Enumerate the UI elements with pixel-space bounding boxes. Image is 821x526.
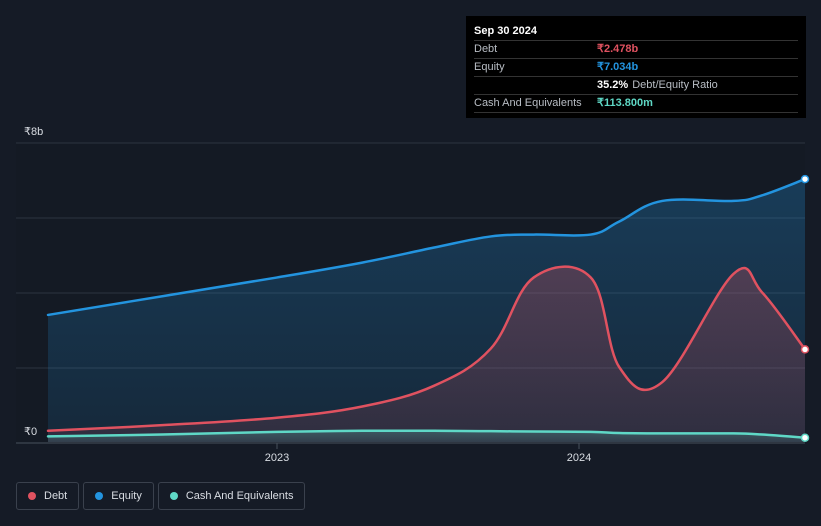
tooltip-debt-value: ₹2.478b	[597, 43, 639, 55]
equity-dot-icon	[95, 492, 104, 500]
tooltip-debt-row: Debt ₹2.478b	[474, 40, 798, 58]
tooltip-date: Sep 30 2024	[474, 25, 537, 37]
tooltip-equity-row: Equity ₹7.034b	[474, 58, 798, 76]
y-tick-label-top: ₹8b	[24, 126, 43, 138]
equity-line	[46, 177, 807, 317]
legend-equity-label: Equity	[111, 490, 142, 502]
x-tick-label-1: 2024	[567, 452, 591, 464]
legend-cash[interactable]: Cash And Equivalents	[157, 482, 306, 510]
tooltip-cash-value: ₹113.800m	[597, 97, 653, 109]
debt-end-point	[800, 345, 810, 354]
cash-dot-icon	[169, 492, 178, 500]
equity-end-point	[800, 174, 810, 184]
cash-and-equivalents-end-point	[800, 433, 810, 442]
debt-dot-icon	[28, 492, 36, 500]
tooltip-ratio-row: 35.2% Debt/Equity Ratio	[474, 76, 798, 94]
tooltip-ratio-value: 35.2%	[597, 79, 629, 91]
y-tick-label-zero: ₹0	[24, 426, 37, 438]
tooltip-equity-label: Equity	[474, 61, 505, 73]
legend-debt-label: Debt	[44, 490, 68, 502]
chart-legend: Debt Equity Cash And Equivalents	[16, 482, 306, 510]
cash-and-equivalents-line	[46, 429, 807, 439]
legend-debt[interactable]: Debt	[16, 482, 80, 510]
tooltip-cash-label: Cash And Equivalents	[474, 97, 582, 109]
debt-line	[46, 265, 807, 433]
legend-equity[interactable]: Equity	[83, 482, 154, 510]
x-tick-label-0: 2023	[265, 452, 289, 464]
debt-area	[48, 266, 805, 442]
tooltip-ratio-label: Debt/Equity Ratio	[632, 79, 718, 91]
axis-ticks: ₹8b ₹0 2023 2024	[24, 126, 591, 464]
end-points	[800, 174, 810, 442]
tooltip-equity-value: ₹7.034b	[597, 61, 639, 73]
tooltip-cash-row: Cash And Equivalents ₹113.800m	[474, 94, 798, 113]
series-lines	[46, 177, 807, 439]
legend-cash-label: Cash And Equivalents	[185, 490, 294, 502]
tooltip-debt-label: Debt	[474, 43, 498, 55]
tooltip-panel: Sep 30 2024 Debt ₹2.478b Equity ₹7.034b …	[466, 16, 806, 118]
